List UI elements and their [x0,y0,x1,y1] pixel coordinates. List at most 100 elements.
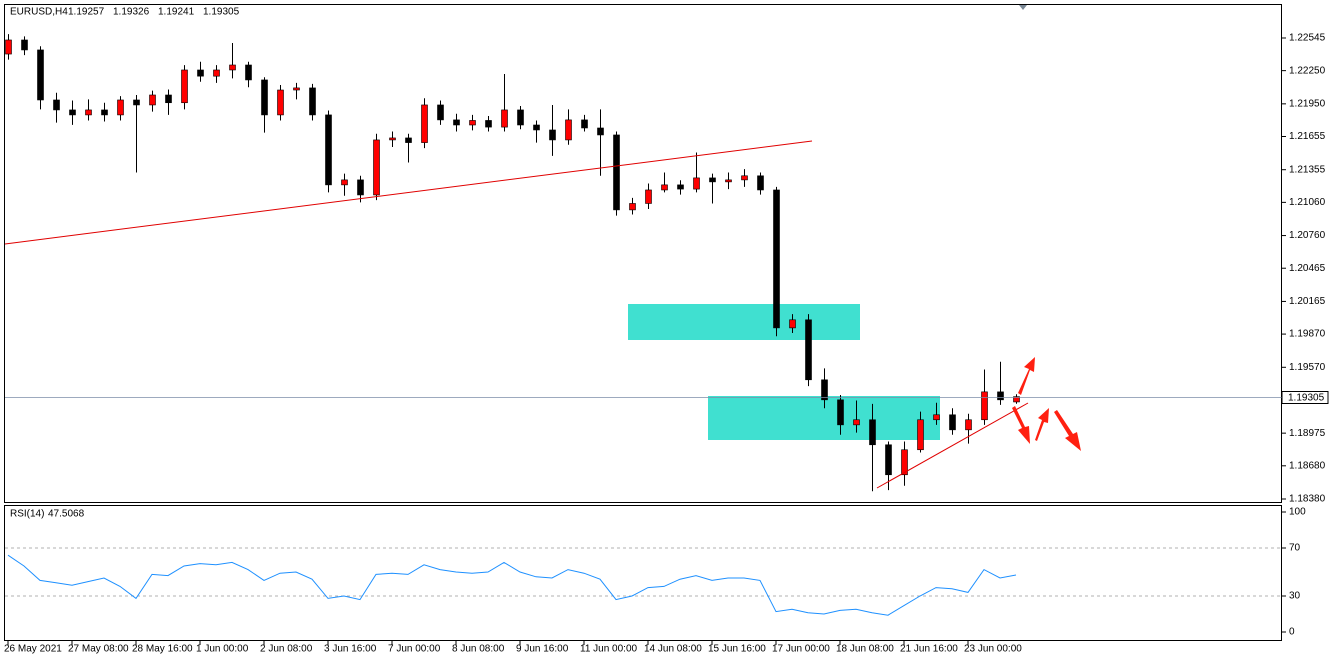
candle-body [837,399,844,426]
x-tick-label: 18 Jun 08:00 [836,644,894,655]
x-tick-label: 3 Jun 16:00 [324,644,377,655]
candle-body [181,69,188,104]
candle-body [373,139,380,196]
candle-body [53,99,60,111]
candle-body [389,137,396,141]
candle-body [197,69,204,77]
candle-body [677,184,684,190]
candle-body [437,104,444,121]
header-close: 1.19305 [203,7,240,18]
y-tick-label: 1.21655 [1289,131,1326,142]
candle-body [741,175,748,181]
candle-body [885,444,892,476]
candle-body [245,64,252,81]
x-tick-label: 21 Jun 16:00 [900,644,958,655]
candle-body [101,109,108,116]
candle-body [981,391,988,421]
candle-body [805,319,812,381]
candle-body [469,120,476,126]
shift-marker [1019,5,1027,10]
candle-body [869,419,876,446]
header-high: 1.19326 [113,7,150,18]
y-tick-label: 1.21060 [1289,197,1326,208]
candle-body [5,39,12,55]
candle-body [821,379,828,401]
candle-body [325,114,332,186]
candle-body [309,87,316,116]
candle-body [149,94,156,106]
candle-body [693,177,700,190]
arrow [1018,357,1035,395]
trend-line [876,402,1029,489]
y-tick-label: 1.18380 [1289,494,1326,505]
candle-body [533,124,540,131]
candle-body [517,109,524,126]
y-tick-label: 70 [1289,543,1301,554]
indicator-value: 47.5068 [48,509,85,520]
x-tick-label: 2 Jun 08:00 [260,644,313,655]
y-tick-label: 1.19570 [1289,362,1326,373]
candle-body [357,179,364,196]
zone [628,304,860,340]
candle-body [1013,396,1020,403]
trend-line [4,140,813,245]
x-tick-label: 23 Jun 00:00 [964,644,1022,655]
candle-body [133,99,140,106]
candle-body [213,69,220,77]
candle-body [581,119,588,129]
y-tick-label: 1.22250 [1289,65,1326,76]
x-tick-label: 1 Jun 00:00 [196,644,249,655]
bid-label: 1.19305 [1288,393,1325,404]
indicator-name: RSI(14) [10,509,44,520]
x-tick-label: 27 May 08:00 [68,644,129,655]
candle-body [725,179,732,183]
y-tick-label: 1.18975 [1289,428,1326,439]
candle-body [949,414,956,431]
main-panel [4,4,1282,503]
candle-body [453,119,460,126]
header-open: 1.19257 [68,7,105,18]
candle-body [485,120,492,128]
y-tick-label: 1.20165 [1289,296,1326,307]
x-tick-label: 11 Jun 00:00 [580,644,638,655]
candle-body [405,137,412,143]
candle-body [261,79,268,116]
x-tick-label: 15 Jun 16:00 [708,644,766,655]
candle-body [757,175,764,191]
rsi-line [7,554,1017,616]
candle-body [37,49,44,101]
y-tick-label: 1.20760 [1289,230,1326,241]
candle-body [549,129,556,141]
x-tick-label: 14 Jun 08:00 [644,644,702,655]
candle-body [277,89,284,116]
y-tick-label: 1.21355 [1289,164,1326,175]
candle-body [21,39,28,51]
y-tick-label: 100 [1289,507,1306,518]
y-tick-label: 1.22545 [1289,33,1326,44]
candle-body [165,94,172,104]
symbol: EURUSD,H4 [10,7,68,18]
arrow [1012,406,1030,444]
candle-body [293,87,300,91]
x-tick-label: 28 May 16:00 [132,644,193,655]
x-tick-label: 7 Jun 00:00 [388,644,441,655]
candle-body [629,203,636,211]
y-tick-label: 30 [1289,591,1301,602]
x-tick-label: 8 Jun 08:00 [452,644,505,655]
candle-body [229,64,236,71]
candle-body [789,319,796,329]
candle-body [853,419,860,426]
candle-body [597,127,604,136]
candle-body [645,189,652,204]
candle-body [421,104,428,143]
candle-body [501,109,508,128]
candle-body [613,134,620,211]
candle-body [773,189,780,329]
x-tick-label: 9 Jun 16:00 [516,644,569,655]
candle-body [901,449,908,476]
rsi-panel [4,505,1282,641]
y-tick-label: 1.18680 [1289,460,1326,471]
candle-body [661,184,668,191]
candle-body [965,419,972,431]
